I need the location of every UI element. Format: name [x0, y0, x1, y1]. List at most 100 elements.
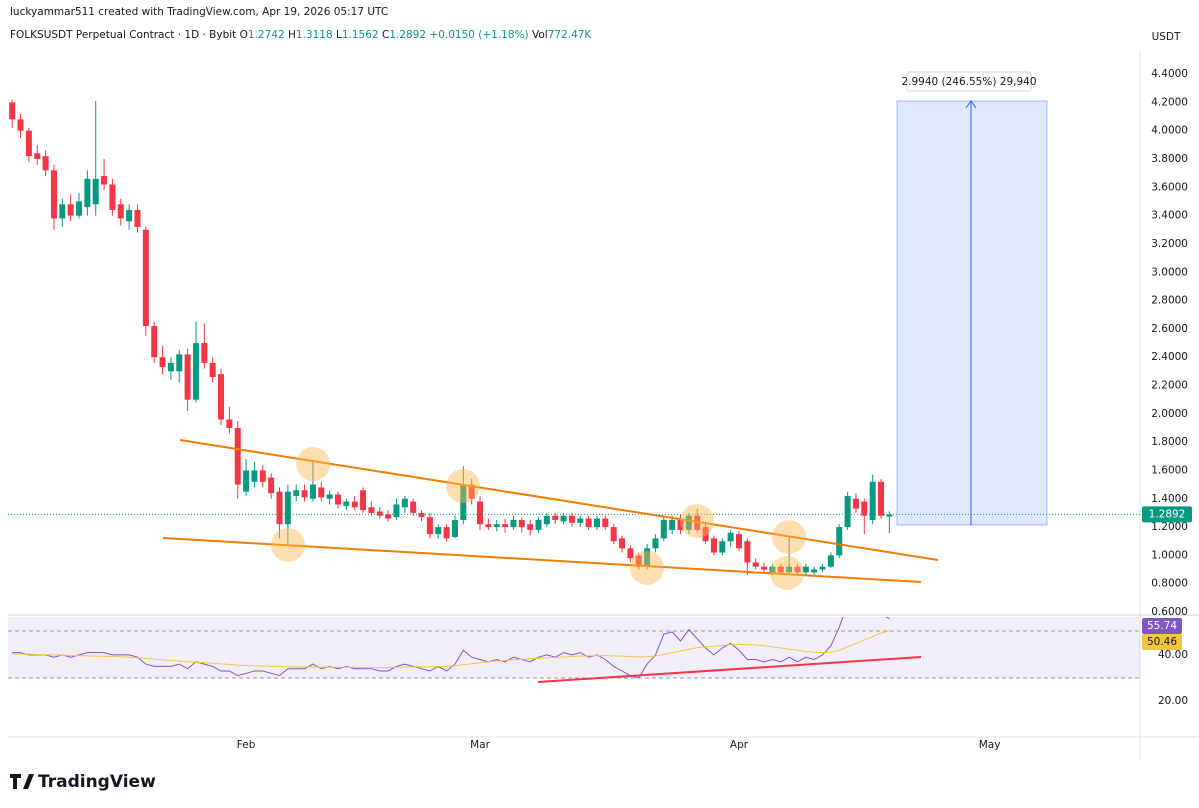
- last-price-box: [1142, 506, 1192, 523]
- x-tick-label: May: [979, 739, 1001, 751]
- candle-body: [769, 566, 776, 573]
- candle-body: [669, 519, 676, 530]
- close-value: 1.2892: [389, 29, 426, 41]
- candle-body: [334, 494, 341, 505]
- currency: USDT: [1152, 31, 1181, 43]
- candle-body: [167, 362, 174, 372]
- candle-body: [176, 354, 183, 372]
- candle-body: [485, 524, 492, 528]
- candle-body: [844, 495, 851, 528]
- y-tick-label: 4.4000: [1151, 68, 1188, 80]
- close-label: C: [382, 29, 389, 41]
- candle-body: [401, 498, 408, 508]
- candle-body: [635, 555, 642, 567]
- open-value: 1.2742: [248, 29, 285, 41]
- candle-body: [836, 527, 843, 556]
- candle-body: [493, 524, 500, 528]
- candle-body: [518, 519, 525, 528]
- y-tick-label: 1.8000: [1151, 436, 1188, 448]
- rsi-band: [8, 617, 1140, 678]
- candle-body: [184, 354, 191, 400]
- volume: 772.47K: [548, 29, 593, 41]
- rsi-trendline: [537, 656, 922, 683]
- last-price-label: 1.2892: [1149, 508, 1186, 520]
- candle-body: [17, 119, 24, 131]
- candle-body: [84, 178, 91, 208]
- last-value-label: 50.46: [1147, 636, 1177, 648]
- candle-body: [151, 326, 158, 358]
- y-tick-label: 2.6000: [1151, 323, 1188, 335]
- candle-body: [259, 470, 266, 482]
- candle-body: [243, 470, 250, 492]
- open-label: O: [240, 29, 248, 41]
- candle-body: [109, 184, 116, 210]
- candle-body: [192, 343, 199, 400]
- y-tick-label: 2.0000: [1151, 408, 1188, 420]
- candle-body: [351, 501, 358, 508]
- candle-body: [710, 538, 717, 553]
- candle-body: [385, 514, 392, 519]
- logo: TradingView: [38, 772, 156, 792]
- candle-body: [610, 527, 617, 542]
- candle-body: [744, 541, 751, 563]
- drawings: 2.9940 (246.55%) 29,940: [162, 71, 1037, 683]
- candle-body: [142, 229, 149, 327]
- y-tick-label: 4.0000: [1151, 125, 1188, 137]
- candle-body: [284, 491, 291, 525]
- candle-body: [410, 501, 417, 513]
- candle-body: [677, 519, 684, 530]
- candle-body: [719, 541, 726, 553]
- candle-body: [25, 130, 32, 157]
- candle-body: [326, 494, 333, 499]
- y-tick-label: 4.2000: [1151, 96, 1188, 108]
- touch-circle: [296, 447, 330, 481]
- candle-body: [360, 490, 367, 511]
- candle-body: [727, 532, 734, 542]
- change: +0.0150 (+1.18%): [429, 29, 528, 41]
- candle-body: [126, 209, 133, 222]
- candle-body: [652, 538, 659, 549]
- price-pane: [8, 99, 1140, 576]
- candle-body: [543, 515, 550, 525]
- candle-body: [811, 569, 818, 573]
- candle-body: [426, 517, 433, 535]
- y-tick-label: 3.8000: [1151, 153, 1188, 165]
- y-tick-label: 2.4000: [1151, 351, 1188, 363]
- y-tick-label: 0.8000: [1151, 578, 1188, 590]
- candle-body: [59, 204, 66, 219]
- candle-body: [218, 374, 225, 420]
- candle-body: [201, 343, 208, 363]
- candle-body: [67, 204, 74, 216]
- candle-body: [869, 481, 876, 520]
- x-tick-label: Feb: [237, 739, 256, 751]
- measure-label: 2.9940 (246.55%) 29,940: [901, 76, 1036, 88]
- candle-body: [585, 518, 592, 528]
- candle-body: [619, 538, 626, 549]
- candle-body: [802, 566, 809, 573]
- candle-body: [301, 490, 308, 498]
- touch-circle: [680, 504, 714, 538]
- candle-body: [34, 153, 41, 160]
- candle-body: [268, 477, 275, 494]
- candle-body: [502, 524, 509, 528]
- y-tick-label: 40.00: [1158, 649, 1188, 661]
- measure-box: [896, 100, 1048, 526]
- candle-body: [761, 566, 768, 570]
- candle-body: [443, 527, 450, 539]
- candle-body: [376, 511, 383, 516]
- candle-body: [568, 515, 575, 523]
- candle-body: [552, 515, 559, 520]
- candle-body: [451, 519, 458, 537]
- candle-body: [234, 427, 241, 485]
- symbol-info: FOLKSUSDT Perpetual Contract · 1D · Bybi…: [10, 29, 592, 41]
- lower-trendline: [162, 537, 922, 583]
- candle-body: [368, 507, 375, 513]
- candle-body: [777, 566, 784, 573]
- candle-body: [276, 491, 283, 525]
- candle-body: [819, 566, 826, 570]
- y-tick-label: 2.8000: [1151, 295, 1188, 307]
- x-tick-label: Apr: [730, 739, 749, 751]
- y-tick-label: 0.6000: [1151, 606, 1188, 618]
- y-tick-label: 2.2000: [1151, 380, 1188, 392]
